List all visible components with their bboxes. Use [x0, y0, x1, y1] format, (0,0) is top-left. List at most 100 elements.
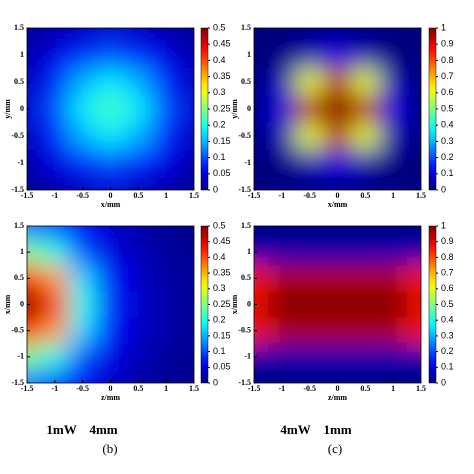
heatmap-cell — [351, 122, 380, 150]
heatmap-cell — [96, 226, 125, 240]
heatmap-cell — [40, 176, 69, 190]
heatmap-cell — [96, 176, 125, 190]
y-axis-label: y/mm — [3, 99, 12, 119]
heatmap-cell — [295, 317, 324, 344]
x-tick-label: 0 — [109, 384, 113, 393]
x-tick-label: -1 — [51, 191, 58, 200]
colorbar-tick-label: 0.3 — [213, 283, 226, 293]
heatmap-cell — [152, 226, 181, 240]
heatmap-cell — [295, 226, 324, 240]
y-tick-label: 1 — [247, 50, 251, 59]
heatmap-cell — [379, 176, 408, 190]
y-tick-label: 1 — [20, 247, 24, 256]
colorbar-tick-label: 0.3 — [213, 87, 226, 97]
heatmap-cell — [407, 95, 421, 123]
heatmap-cell — [267, 41, 296, 69]
colorbar-tick-label: 0.15 — [213, 330, 231, 340]
heatmap-cell — [295, 68, 324, 96]
heatmap-cell — [323, 226, 352, 240]
heatmap-cell — [267, 28, 296, 42]
colorbar-tick-label: 0.35 — [213, 71, 231, 81]
heatmap-cell — [152, 317, 181, 344]
colorbar-tick-label: 0.3 — [441, 136, 454, 146]
caption-label: (c) — [328, 441, 342, 456]
heatmap-cell — [254, 369, 268, 383]
heatmap-cell — [96, 95, 125, 123]
colorbar-tick-label: 0.1 — [213, 152, 226, 162]
heatmap-cell — [180, 68, 194, 96]
x-tick-label: 1 — [391, 191, 395, 200]
colorbar-tick-label: 0.4 — [441, 315, 454, 325]
heatmap-cell — [68, 343, 97, 370]
heatmap-cell — [68, 68, 97, 96]
y-tick-label: 0 — [20, 104, 24, 113]
heatmap-cell — [180, 122, 194, 150]
heatmap-cell — [68, 95, 97, 123]
heatmap-cell — [124, 41, 153, 69]
x-tick-label: -1 — [278, 191, 285, 200]
heatmap-cell — [351, 369, 380, 383]
heatmap-cell — [96, 122, 125, 150]
heatmap-cell — [27, 291, 41, 318]
heatmap-cell — [379, 369, 408, 383]
heatmap-cell — [407, 28, 421, 42]
heatmap-cell — [124, 28, 153, 42]
heatmap-cell — [254, 343, 268, 370]
heatmap-cell — [152, 149, 181, 177]
heatmap-cell — [180, 343, 194, 370]
y-tick-label: 0.5 — [241, 273, 251, 282]
colorbar-tick-label: 0.4 — [213, 252, 226, 262]
heatmap-cell — [180, 265, 194, 292]
heatmap-cell — [351, 28, 380, 42]
y-tick-label: -1.5 — [238, 378, 251, 387]
colorbar-tick-label: 0.8 — [441, 55, 454, 65]
heatmap-cell — [27, 68, 41, 96]
heatmap-cell — [27, 176, 41, 190]
heatmap-cell — [295, 28, 324, 42]
colorbar-tick-label: 0.9 — [441, 236, 454, 246]
heatmap-cell — [351, 95, 380, 123]
heatmap-cell — [267, 226, 296, 240]
heatmap-cell — [351, 149, 380, 177]
colorbar-tick-label: 0.6 — [441, 283, 454, 293]
x-tick-label: -0.5 — [76, 384, 89, 393]
colorbar-tick-label: 0.6 — [441, 87, 454, 97]
heatmap-cell — [379, 95, 408, 123]
colorbar-tick-label: 0.5 — [213, 220, 226, 230]
colorbar-tick-label: 0.9 — [441, 39, 454, 49]
heatmap-cell — [323, 41, 352, 69]
colorbar-tick-label: 0.5 — [441, 299, 454, 309]
heatmap-cell — [323, 68, 352, 96]
colorbar-tick-label: 0.35 — [213, 267, 231, 277]
heatmap-cell — [407, 68, 421, 96]
heatmap-cell — [407, 239, 421, 266]
colorbar-tick-label: 0.15 — [213, 136, 231, 146]
heatmap-cell — [124, 343, 153, 370]
colorbar — [200, 27, 209, 191]
heatmap-cell — [407, 291, 421, 318]
x-tick-label: 1.5 — [189, 384, 199, 393]
heatmap-cell — [124, 122, 153, 150]
x-tick-label: 0.5 — [133, 191, 143, 200]
heatmap-cell — [407, 369, 421, 383]
colorbar-tick-label: 0.25 — [213, 299, 231, 309]
y-tick-label: 0.5 — [14, 273, 24, 282]
heatmap-cell — [379, 149, 408, 177]
colorbar-tick-label: 0.4 — [441, 120, 454, 130]
heatmap-cell — [254, 122, 268, 150]
heatmap-cell — [180, 176, 194, 190]
heatmap-cell — [254, 265, 268, 292]
heatmap — [254, 226, 421, 383]
heatmap-cells — [254, 226, 421, 383]
heatmap-cell — [379, 343, 408, 370]
heatmap-cell — [295, 122, 324, 150]
heatmap-cell — [40, 41, 69, 69]
heatmap-cell — [323, 291, 352, 318]
y-tick-label: 1 — [20, 50, 24, 59]
heatmap-cell — [68, 28, 97, 42]
colorbar-tick-label: 0.2 — [213, 315, 226, 325]
y-tick-label: 1.5 — [241, 221, 251, 230]
colorbar — [200, 225, 209, 384]
heatmap — [27, 28, 194, 190]
heatmap-cell — [351, 68, 380, 96]
